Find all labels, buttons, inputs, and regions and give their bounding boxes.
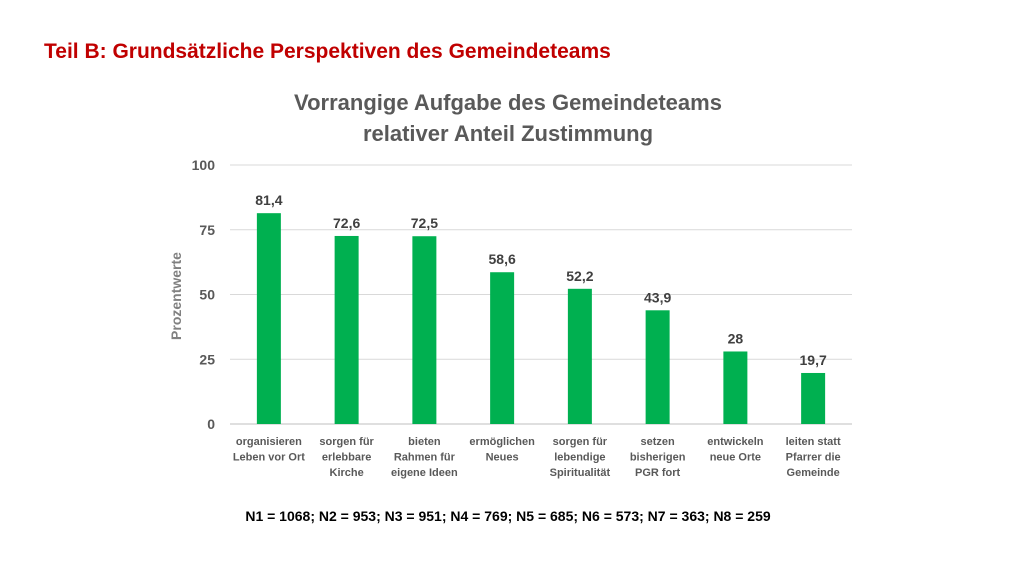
x-tick-label: leiten statt Pfarrer die Gemeinde	[786, 436, 841, 479]
chart-title: Vorrangige Aufgabe des Gemeindeteams	[294, 90, 722, 115]
x-tick-label: bieten Rahmen für eigene Ideen	[391, 436, 458, 479]
data-label: 52,2	[566, 268, 593, 284]
data-label: 72,6	[333, 215, 360, 231]
data-label: 72,5	[411, 215, 438, 231]
x-tick-label: organisieren Leben vor Ort	[233, 436, 305, 464]
y-tick-label: 100	[192, 157, 216, 173]
y-tick-label: 75	[199, 222, 215, 238]
sample-size-footnote: N1 = 1068; N2 = 953; N3 = 951; N4 = 769;…	[245, 508, 771, 524]
bar	[567, 288, 592, 424]
data-label: 28	[728, 330, 744, 346]
bar	[723, 351, 748, 424]
y-tick-label: 50	[199, 287, 215, 303]
bar	[256, 213, 281, 424]
y-tick-label: 0	[207, 416, 215, 432]
slide-title: Teil B: Grundsätzliche Perspektiven des …	[44, 40, 611, 63]
bar	[412, 236, 437, 424]
chart-subtitle: relativer Anteil Zustimmung	[362, 121, 654, 146]
bar	[801, 372, 826, 424]
data-label: 19,7	[800, 352, 827, 368]
data-label: 81,4	[255, 192, 282, 208]
bar	[490, 272, 515, 424]
x-tick-label: sorgen für lebendige Spiritualität	[550, 436, 611, 479]
x-tick-label: sorgen für erlebbare Kirche	[319, 436, 374, 479]
data-label: 43,9	[644, 289, 671, 305]
data-label: 58,6	[489, 251, 516, 267]
bar	[645, 310, 670, 424]
y-axis-label: Prozentwerte	[168, 252, 184, 340]
y-tick-label: 25	[199, 351, 215, 367]
bar	[334, 235, 359, 424]
x-tick-label: setzen bisherigen PGR fort	[630, 436, 686, 479]
x-tick-label: ermöglichen Neues	[469, 436, 535, 464]
x-tick-label: entwickeln neue Orte	[707, 436, 764, 464]
